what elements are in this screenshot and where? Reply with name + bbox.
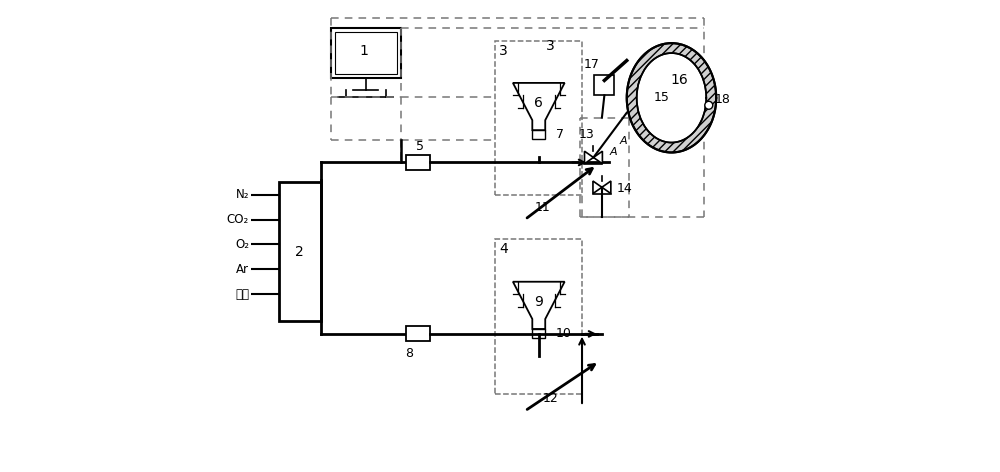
Text: 3: 3 bbox=[499, 43, 508, 58]
Text: A: A bbox=[619, 135, 627, 145]
Bar bbox=[406, 155, 430, 170]
Bar bbox=[495, 239, 582, 394]
Text: 12: 12 bbox=[542, 392, 558, 405]
Text: 空气: 空气 bbox=[235, 287, 249, 301]
Bar bbox=[406, 327, 430, 341]
Text: 6: 6 bbox=[534, 96, 543, 110]
Text: O₂: O₂ bbox=[235, 238, 249, 251]
Text: 7: 7 bbox=[556, 128, 564, 141]
Text: 4: 4 bbox=[499, 243, 508, 256]
Bar bbox=[532, 130, 545, 139]
Text: 16: 16 bbox=[670, 74, 688, 87]
Polygon shape bbox=[513, 282, 565, 329]
Bar bbox=[495, 41, 582, 195]
Polygon shape bbox=[593, 151, 602, 164]
Ellipse shape bbox=[627, 43, 716, 152]
Text: 10: 10 bbox=[556, 327, 572, 340]
Text: 1: 1 bbox=[360, 43, 369, 58]
Polygon shape bbox=[593, 181, 602, 194]
Text: 18: 18 bbox=[715, 93, 731, 106]
Bar bbox=[532, 329, 545, 338]
Bar bbox=[335, 32, 397, 74]
Text: 5: 5 bbox=[416, 140, 424, 152]
Text: 17: 17 bbox=[584, 58, 600, 71]
Polygon shape bbox=[602, 181, 611, 194]
Ellipse shape bbox=[637, 53, 706, 143]
Ellipse shape bbox=[627, 43, 716, 152]
Text: A: A bbox=[610, 147, 617, 157]
Polygon shape bbox=[584, 151, 593, 164]
Text: N₂: N₂ bbox=[235, 188, 249, 201]
Bar bbox=[331, 28, 401, 78]
Polygon shape bbox=[513, 83, 565, 130]
Text: Ar: Ar bbox=[236, 263, 249, 276]
Text: 3: 3 bbox=[546, 39, 554, 52]
Text: CO₂: CO₂ bbox=[227, 213, 249, 226]
Circle shape bbox=[705, 101, 713, 109]
Bar bbox=[279, 182, 321, 321]
Text: 8: 8 bbox=[406, 347, 414, 360]
Bar bbox=[594, 76, 614, 95]
Text: 11: 11 bbox=[535, 201, 551, 214]
Text: 15: 15 bbox=[654, 91, 669, 104]
Text: 9: 9 bbox=[534, 295, 543, 309]
Text: 13: 13 bbox=[579, 127, 595, 141]
Text: 2: 2 bbox=[295, 245, 304, 259]
Text: 14: 14 bbox=[617, 182, 633, 195]
